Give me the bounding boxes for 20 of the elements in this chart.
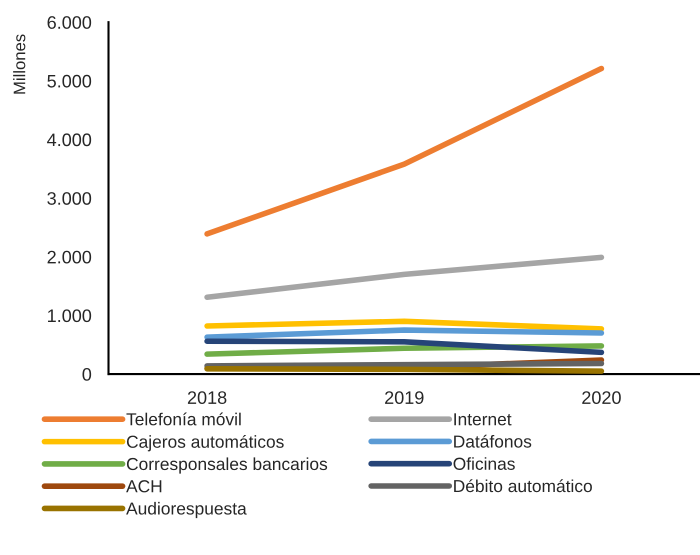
y-tick-label: 3.000 <box>47 192 92 205</box>
y-tick-label: 0 <box>82 368 92 381</box>
legend-label: Telefonía móvil <box>126 412 241 426</box>
y-tick-label: 5.000 <box>47 74 92 88</box>
y-tick-label: 4.000 <box>47 133 92 146</box>
legend-label: Cajeros automáticos <box>126 434 284 452</box>
y-axis-title: Millones <box>13 34 26 94</box>
legend-label: Débito automático <box>454 479 592 492</box>
legend-label: Audiorespuesta <box>126 502 247 518</box>
y-tick-label: 2.000 <box>48 250 92 264</box>
legend-label: Datáfonos <box>454 434 532 448</box>
legend-label: ACH <box>126 480 162 492</box>
legend-label: Internet <box>454 413 512 426</box>
x-tick-label: 2020 <box>582 391 621 404</box>
x-tick-label: 2018 <box>188 391 226 404</box>
legend-label: Oficinas <box>454 457 515 470</box>
legend-label: Corresponsales bancarios <box>126 457 328 474</box>
y-tick-label: 1.000 <box>48 309 92 322</box>
x-tick-label: 2019 <box>385 391 424 404</box>
y-tick-label: 6.000 <box>48 16 92 29</box>
